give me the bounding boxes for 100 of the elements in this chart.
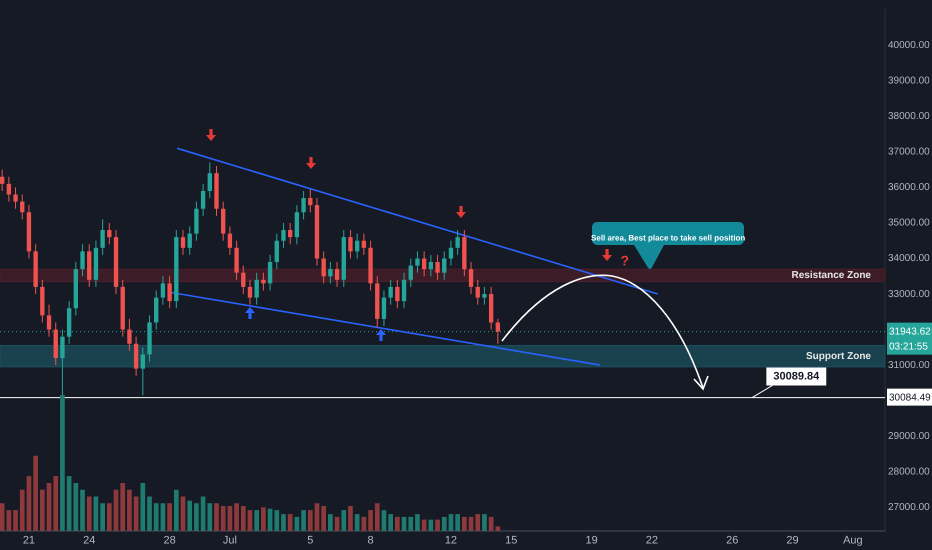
- bar: [154, 503, 159, 531]
- bar: [368, 510, 373, 531]
- bar: [348, 506, 353, 531]
- bar: [167, 503, 172, 531]
- x-tick-label: 28: [163, 534, 176, 546]
- candlestick: [80, 244, 85, 277]
- candlestick: [228, 226, 232, 256]
- bar: [475, 514, 480, 531]
- candlestick: [274, 233, 279, 270]
- candlestick: [281, 222, 286, 248]
- bar: [388, 514, 393, 531]
- bar: [354, 514, 360, 531]
- x-tick-label: 21: [22, 534, 36, 546]
- bar: [228, 506, 232, 531]
- candlestick: [428, 254, 434, 277]
- y-tick-label: 38000.00: [888, 111, 930, 122]
- candlestick: [0, 169, 4, 192]
- bar: [174, 490, 179, 531]
- y-tick-label: 28000.00: [888, 466, 930, 478]
- candlestick: [261, 272, 266, 291]
- bar: [74, 482, 78, 531]
- candlestick: [268, 254, 272, 291]
- x-tick-label: 8: [368, 534, 374, 546]
- bar: [66, 476, 72, 531]
- bar: [200, 496, 206, 531]
- bar: [435, 520, 440, 531]
- candlestick: [100, 218, 105, 256]
- y-tick-label: 40000.00: [888, 40, 930, 51]
- y-tick-label: 36000.00: [888, 182, 930, 194]
- candlestick: [248, 279, 252, 306]
- candlestick: [200, 183, 206, 216]
- candlestick: [46, 304, 52, 338]
- bar: [120, 482, 126, 531]
- candlestick: [6, 176, 12, 202]
- y-tick-label: 35000.00: [888, 218, 930, 229]
- candlestick: [415, 250, 420, 274]
- candlestick: [328, 262, 333, 284]
- bar: [288, 514, 293, 531]
- bar: [40, 490, 45, 531]
- candlestick: [382, 290, 386, 327]
- candlestick: [167, 276, 172, 309]
- bar: [281, 514, 286, 531]
- bar: [395, 516, 400, 531]
- candlestick: [408, 258, 413, 288]
- candlestick: [140, 346, 145, 396]
- bar: [106, 503, 112, 531]
- bar: [13, 510, 18, 531]
- annotation: 30089.84: [773, 370, 820, 382]
- candlestick: [395, 279, 400, 309]
- bar: [160, 503, 166, 531]
- bar: [234, 503, 239, 531]
- bar: [408, 516, 414, 531]
- candlestick: [422, 250, 426, 277]
- candlestick: [496, 318, 500, 344]
- y-tick-label: 39000.00: [888, 76, 930, 87]
- bar: [374, 503, 380, 531]
- candlestick: [188, 226, 192, 256]
- candlestick: [107, 222, 112, 245]
- y-tick-label: 37000.00: [888, 146, 930, 158]
- candlestick: [435, 254, 440, 280]
- candlestick: [20, 194, 24, 220]
- bar: [80, 490, 85, 531]
- candlestick: [348, 230, 353, 259]
- bar: [308, 510, 313, 531]
- candlestick: [13, 186, 18, 210]
- ref-line-label: 31943.62 03:21:55: [889, 326, 932, 352]
- candlestick: [254, 272, 259, 306]
- bar: [20, 490, 25, 531]
- x-tick-label: 29: [786, 534, 799, 546]
- x-tick-label: 22: [646, 534, 658, 546]
- bar: [402, 516, 406, 531]
- bar: [86, 496, 92, 531]
- y-tick-label: 29000.00: [888, 430, 930, 442]
- x-tick-label: 12: [444, 534, 458, 546]
- bar: [214, 503, 219, 531]
- bar: [415, 514, 420, 531]
- bar: [382, 510, 386, 531]
- y-tick-label: 33000.00: [888, 288, 930, 300]
- bar: [26, 476, 32, 531]
- x-tick-label: Jul: [222, 534, 237, 546]
- bar: [53, 476, 58, 531]
- x-tick-label: Aug: [843, 534, 863, 546]
- candlestick: [288, 222, 292, 245]
- bar: [187, 500, 192, 531]
- x-tick-label: 19: [585, 534, 598, 546]
- candlestick: [127, 318, 132, 352]
- candlestick: [482, 286, 487, 306]
- ref-line-label: 30084.49: [889, 392, 932, 404]
- band-label: Support Zone: [806, 350, 872, 362]
- bar: [147, 496, 152, 531]
- bar: [207, 503, 212, 531]
- bar: [254, 510, 260, 531]
- bar: [46, 482, 52, 531]
- candlestick: [402, 272, 406, 309]
- candlestick: [442, 250, 446, 280]
- candlestick: [308, 188, 312, 213]
- bar: [328, 514, 333, 531]
- candlestick: [476, 279, 480, 306]
- x-tick-label: 24: [83, 534, 96, 546]
- candlestick: [321, 250, 326, 284]
